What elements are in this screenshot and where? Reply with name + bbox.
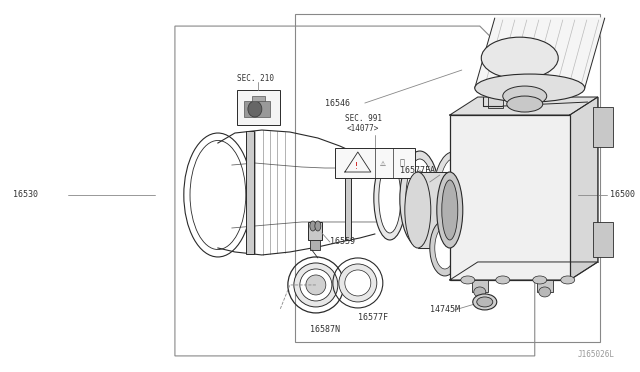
Ellipse shape — [532, 276, 547, 284]
Polygon shape — [450, 262, 598, 280]
Bar — [478, 97, 598, 262]
Ellipse shape — [461, 276, 475, 284]
Ellipse shape — [374, 156, 406, 240]
Bar — [450, 115, 570, 280]
Text: SEC. 210: SEC. 210 — [237, 74, 274, 83]
Text: 16559: 16559 — [330, 237, 355, 247]
Ellipse shape — [474, 287, 486, 297]
Ellipse shape — [539, 287, 551, 297]
Text: 16500: 16500 — [610, 190, 635, 199]
Bar — [237, 90, 280, 125]
Text: 16546: 16546 — [325, 99, 350, 108]
Ellipse shape — [306, 275, 326, 295]
Text: 16530: 16530 — [13, 190, 38, 199]
Ellipse shape — [310, 221, 316, 231]
Bar — [310, 240, 320, 250]
Bar — [472, 280, 488, 292]
Bar — [308, 222, 322, 240]
Ellipse shape — [435, 227, 455, 269]
Text: J165026L: J165026L — [578, 350, 614, 359]
Bar — [488, 97, 503, 108]
Bar — [246, 131, 254, 254]
Ellipse shape — [345, 270, 371, 296]
Ellipse shape — [496, 276, 510, 284]
Ellipse shape — [190, 141, 246, 250]
Polygon shape — [570, 97, 598, 280]
Ellipse shape — [300, 269, 332, 301]
Ellipse shape — [481, 37, 558, 79]
Ellipse shape — [400, 151, 440, 247]
Text: !: ! — [355, 161, 359, 170]
Ellipse shape — [433, 152, 473, 246]
Ellipse shape — [477, 297, 493, 307]
Bar — [537, 280, 553, 292]
Text: 14745M: 14745M — [430, 305, 460, 314]
Text: 16577F: 16577F — [358, 314, 388, 323]
Text: ⚠: ⚠ — [380, 158, 386, 168]
Bar — [593, 107, 612, 147]
Bar — [593, 222, 612, 257]
Polygon shape — [475, 18, 605, 88]
Bar — [335, 148, 415, 178]
Text: SEC. 991: SEC. 991 — [345, 113, 382, 122]
Text: 🔧: 🔧 — [399, 158, 404, 167]
Text: 16577FA: 16577FA — [400, 166, 435, 174]
Ellipse shape — [248, 101, 262, 117]
Ellipse shape — [439, 159, 467, 239]
Ellipse shape — [430, 220, 460, 276]
Bar — [345, 150, 351, 240]
Bar — [252, 96, 265, 101]
Ellipse shape — [507, 96, 543, 112]
Ellipse shape — [339, 264, 377, 302]
Ellipse shape — [436, 172, 463, 248]
Bar — [295, 14, 600, 342]
Ellipse shape — [561, 276, 575, 284]
Ellipse shape — [406, 159, 434, 239]
Text: <14077>: <14077> — [347, 124, 380, 132]
Ellipse shape — [473, 294, 497, 310]
Ellipse shape — [503, 86, 547, 106]
Ellipse shape — [379, 163, 401, 233]
Text: 16587N: 16587N — [310, 326, 340, 334]
Bar — [244, 101, 270, 117]
Ellipse shape — [315, 221, 321, 231]
Ellipse shape — [475, 74, 585, 102]
Polygon shape — [418, 172, 450, 248]
Polygon shape — [450, 97, 598, 115]
Ellipse shape — [442, 180, 458, 240]
Ellipse shape — [294, 263, 338, 307]
Ellipse shape — [412, 171, 428, 227]
Ellipse shape — [405, 172, 431, 248]
Polygon shape — [345, 152, 371, 172]
